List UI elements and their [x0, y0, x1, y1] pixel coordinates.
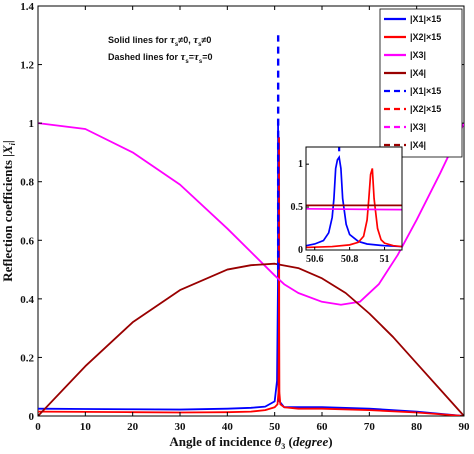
y-axis-ticks: 0 0.2 0.4 0.6 0.8 1 1.2 1.4 [20, 1, 464, 423]
x-tick-label: 70 [364, 421, 376, 433]
legend-label: |X2|×15 [410, 104, 441, 114]
series-line-2 [38, 136, 464, 416]
legend-box [379, 8, 463, 158]
inset-series-line-2 [306, 168, 402, 249]
legend-label: |X4| [410, 68, 426, 78]
legend-label: |X4| [410, 140, 426, 150]
x-axis-ticks: 0 10 20 30 40 50 60 70 80 90 [35, 6, 470, 433]
inset-series-line-1 [306, 155, 402, 248]
x-tick-label: 20 [127, 421, 139, 433]
x-tick-label: 10 [80, 421, 92, 433]
y-tick-label: 0.6 [20, 235, 34, 247]
x-tick-label: 40 [222, 421, 234, 433]
y-tick-label: 0.2 [20, 352, 34, 364]
x-tick-label: 90 [459, 421, 471, 433]
x-tick-label: 50 [269, 421, 281, 433]
inset-y-tick-label: 0.5 [291, 202, 304, 213]
y-tick-label: 0.8 [20, 177, 34, 189]
inset-x-tick-label: 50.8 [341, 254, 359, 265]
main-series-group [38, 35, 464, 416]
y-tick-label: 0.4 [20, 294, 34, 306]
legend-label: |X1|×15 [410, 86, 441, 96]
series-line-3 [38, 122, 464, 306]
y-tick-label: 1.2 [20, 60, 34, 72]
inset-background [306, 147, 402, 250]
legend-label: |X2|×15 [410, 32, 441, 42]
inset-zoom-plot: 50.6 50.8 51 0 0.5 1 [291, 146, 403, 265]
series-line-4 [38, 262, 464, 416]
x-axis-label: Angle of incidence θ3 (degree) [169, 434, 332, 451]
x-tick-label: 60 [317, 421, 329, 433]
x-tick-label: 0 [35, 421, 41, 433]
inset-frame [305, 146, 403, 251]
inset-x-tick-label: 50.6 [306, 254, 324, 265]
inset-y-tick-label: 1 [298, 159, 303, 170]
y-tick-label: 1 [29, 118, 35, 130]
legend: |X1|×15 |X2|×15 |X3| |X4| |X1|×15 |X2|×15 |X3|… [379, 8, 463, 158]
legend-label: |X1|×15 [410, 14, 441, 24]
inset-x-tick-label: 51 [380, 254, 390, 265]
y-tick-label: 1.4 [20, 1, 34, 13]
legend-label: |X3| [410, 122, 426, 132]
inset-series-line-3 [306, 207, 402, 211]
x-tick-label: 30 [175, 421, 187, 433]
x-tick-label: 80 [411, 421, 423, 433]
inset-y-tick-label: 0 [298, 245, 303, 256]
y-axis-label: Reflection coefficients |Xi| [0, 140, 17, 282]
legend-label: |X3| [410, 50, 426, 60]
y-tick-label: 0 [29, 411, 35, 423]
note-solid-lines: Solid lines for τs≠0, τs≠0 [108, 34, 211, 48]
